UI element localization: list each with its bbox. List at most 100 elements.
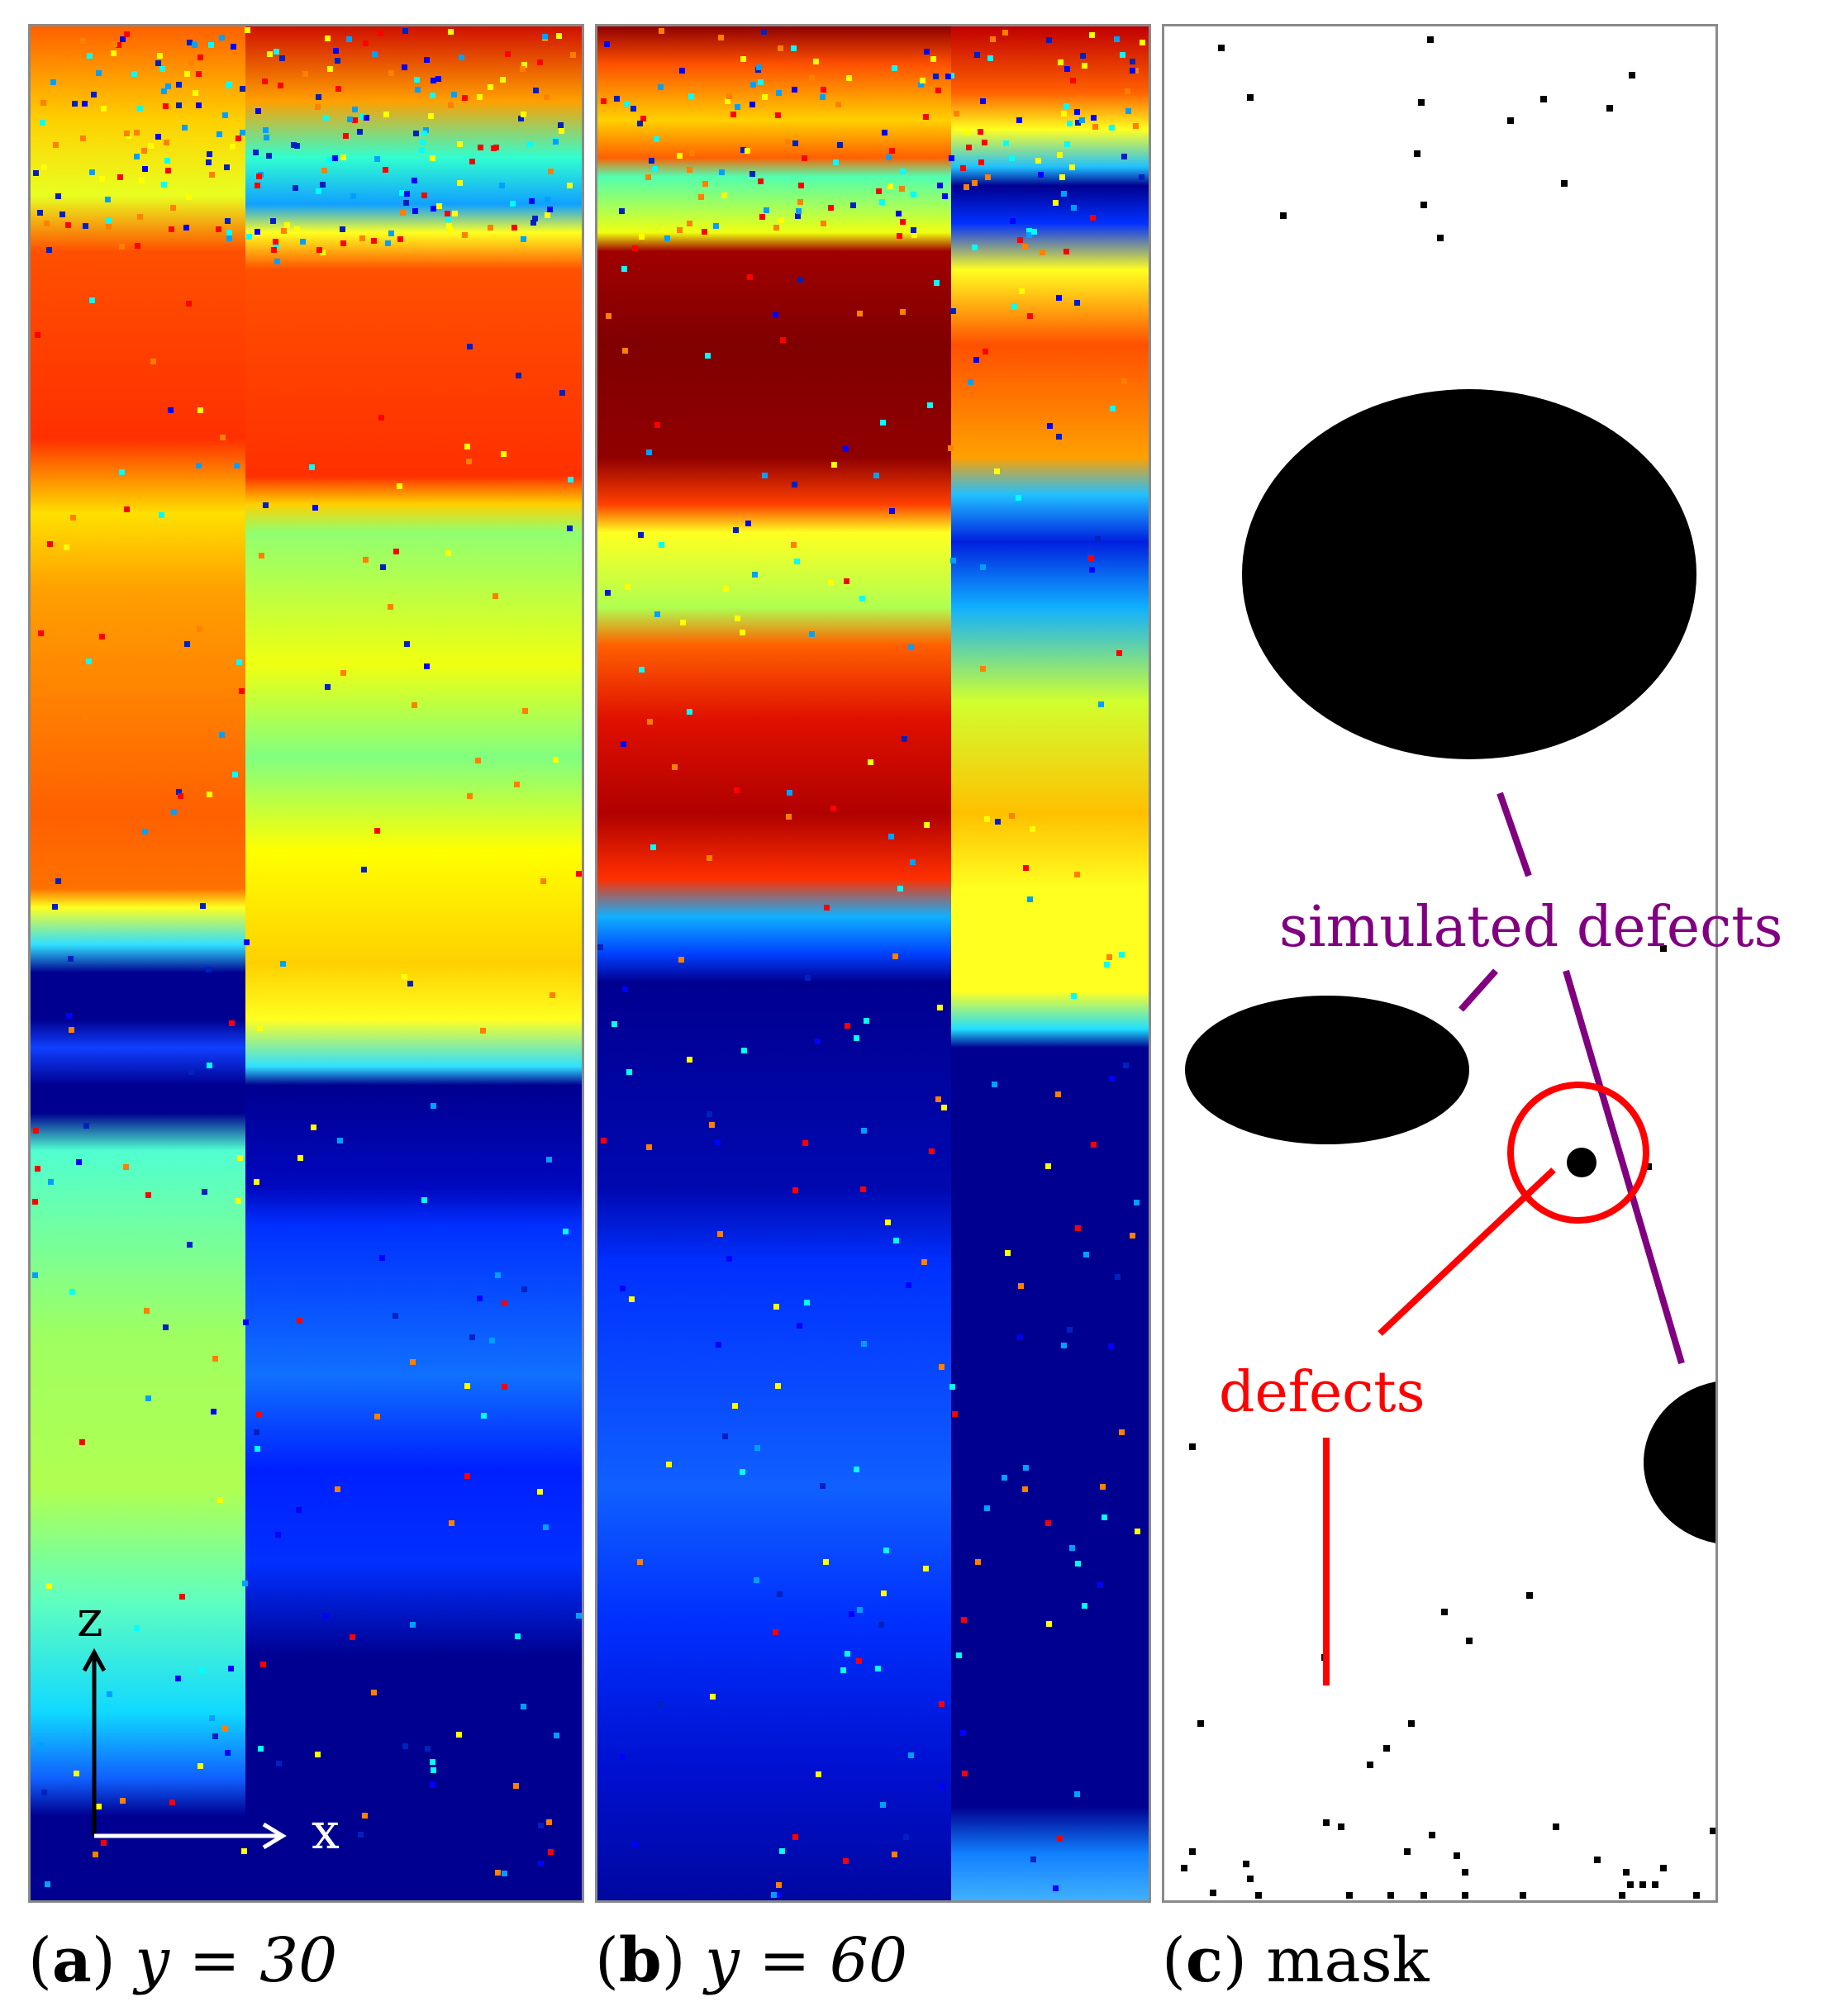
noise-pixel [495,1272,501,1278]
noise-pixel [196,102,202,108]
noise-pixel [311,1124,316,1130]
noise-pixel [570,52,576,58]
noise-pixel [186,301,192,307]
noise-pixel [762,473,768,478]
noise-pixel [1074,109,1080,115]
noise-pixel [176,82,182,88]
noise-pixel [759,214,765,220]
noise-pixel [764,207,769,213]
noise-pixel [448,228,454,234]
noise-pixel [37,210,43,216]
noise-pixel [908,644,914,650]
noise-pixel [55,878,61,884]
noise-pixel [754,1445,760,1451]
noise-pixel [196,71,202,77]
noise-pixel [32,1199,38,1205]
noise-pixel [687,1057,692,1063]
noise-pixel [145,1396,151,1401]
noise-pixel [795,213,801,219]
noise-pixel [315,104,321,110]
noise-pixel [924,822,930,828]
noise-pixel [1090,215,1096,221]
noise-pixel [777,1591,783,1597]
noise-pixel [404,191,410,197]
noise-pixel [797,1323,802,1329]
noise-pixel [325,684,331,690]
noise-pixel [687,167,692,173]
mask-pixel [1408,1720,1415,1727]
noise-pixel [983,349,988,354]
noise-pixel [881,1590,887,1596]
noise-pixel [33,170,39,176]
noise-pixel [510,201,516,207]
simulated-defect-large [1242,389,1696,759]
noise-pixel [256,1412,262,1418]
noise-pixel [1064,249,1069,254]
noise-pixel [521,1286,527,1292]
noise-pixel [236,136,241,141]
noise-pixel [843,446,849,452]
noise-pixel [393,1313,398,1319]
noise-pixel [649,158,654,164]
noise-pixel [857,311,863,316]
noise-pixel [762,94,768,100]
noise-pixel [399,190,405,196]
noise-pixel [920,78,926,83]
noise-pixel [1057,1836,1063,1842]
noise-pixel [859,596,865,601]
noise-pixel [40,120,45,126]
noise-pixel [219,732,225,738]
noise-pixel [948,445,954,451]
noise-pixel [982,140,987,145]
noise-pixel [1074,872,1080,877]
noise-pixel [469,1334,475,1340]
noise-pixel [527,141,533,147]
noise-pixel [412,178,417,183]
noise-pixel [445,216,451,222]
noise-pixel [900,169,906,174]
mask-pixel [1660,1865,1667,1871]
noise-pixel [934,280,940,286]
mask-pixel [1693,1892,1700,1899]
noise-pixel [316,188,321,194]
noise-pixel [316,247,322,253]
noise-pixel [135,243,140,249]
noise-pixel [721,193,727,198]
noise-pixel [716,1342,721,1348]
caption-a: (a) y = 30 [28,1925,338,1996]
noise-pixel [1045,1163,1051,1169]
noise-pixel [805,975,811,981]
noise-pixel [540,878,546,884]
noise-pixel [1030,826,1035,832]
noise-pixel [906,1282,911,1288]
noise-pixel [513,1783,519,1789]
noise-pixel [1016,117,1022,123]
noise-pixel [949,1384,955,1390]
noise-pixel [771,1892,777,1898]
noise-pixel [1139,174,1144,180]
noise-pixel [220,435,226,440]
noise-pixel [1064,66,1070,72]
noise-pixel [717,1231,723,1237]
mask-pixel [1629,72,1635,78]
noise-pixel [225,1750,231,1756]
noise-pixel [228,1666,234,1671]
mask-pixel [1420,1892,1427,1899]
noise-pixel [33,1128,39,1134]
noise-pixel [521,62,527,68]
noise-pixel [761,29,767,35]
mask-pixel [1323,1819,1330,1826]
noise-pixel [1026,228,1032,234]
noise-pixel [117,174,123,180]
noise-pixel [654,611,660,617]
noise-pixel [950,308,956,314]
noise-pixel [68,956,74,962]
noise-pixel [74,1771,79,1776]
noise-pixel [911,227,916,233]
real-defect-dot [1567,1148,1596,1177]
noise-pixel [1089,32,1095,38]
noise-pixel [950,558,956,563]
noise-pixel [502,1300,507,1306]
heatmap-b-noise [597,28,1145,1898]
noise-pixel [709,1122,715,1128]
